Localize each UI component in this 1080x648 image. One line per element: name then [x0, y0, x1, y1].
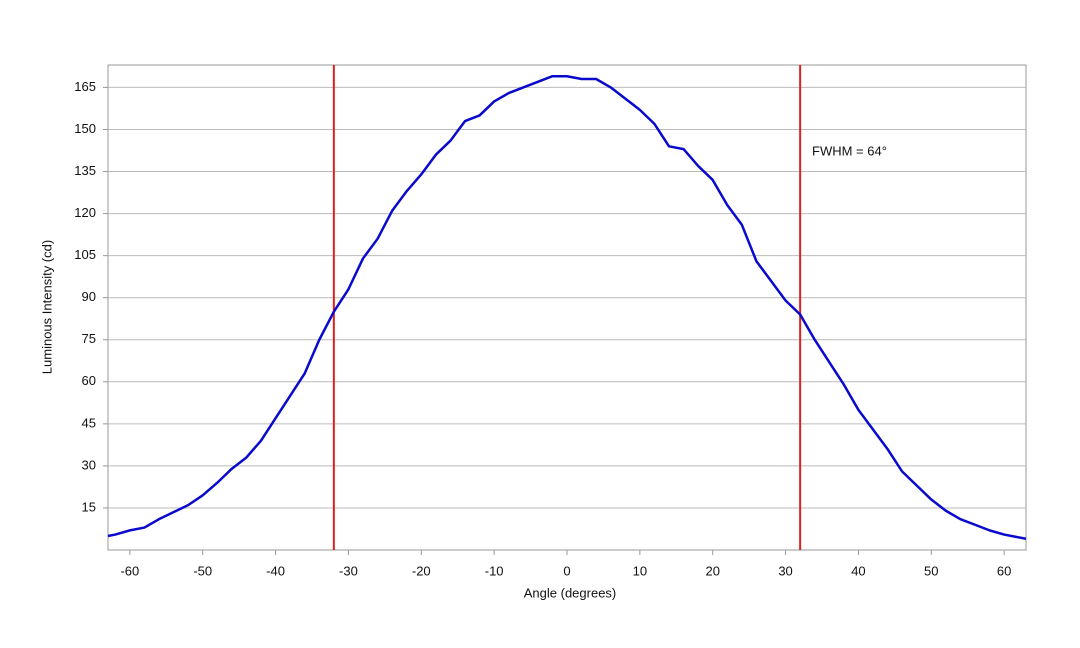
x-tick-label: 10	[633, 563, 647, 578]
y-tick-label: 150	[74, 121, 96, 136]
y-tick-label: 60	[82, 373, 96, 388]
y-tick-label: 165	[74, 79, 96, 94]
x-tick-label: -40	[266, 563, 285, 578]
data-line	[107, 74, 1027, 541]
x-tick-label: 60	[997, 563, 1011, 578]
x-tick-label: 40	[851, 563, 865, 578]
x-tick-label: 20	[705, 563, 719, 578]
y-tick-label: 105	[74, 247, 96, 262]
y-axis-label: Luminous Intensity (cd)	[39, 240, 54, 374]
x-tick-label: -30	[339, 563, 358, 578]
y-tick-label: 30	[82, 457, 96, 472]
x-axis-label: Angle (degrees)	[524, 585, 617, 600]
x-tick-label: 50	[924, 563, 938, 578]
x-tick-label: 0	[563, 563, 570, 578]
x-tick-label: -10	[485, 563, 504, 578]
x-tick-label: -50	[193, 563, 212, 578]
y-tick-label: 75	[82, 331, 96, 346]
y-tick-label: 15	[82, 499, 96, 514]
plot-frame	[107, 64, 1027, 551]
x-tick-label: -60	[120, 563, 139, 578]
x-tick-label: -20	[412, 563, 431, 578]
x-tick-label: 30	[778, 563, 792, 578]
y-tick-label: 120	[74, 205, 96, 220]
y-tick-label: 135	[74, 163, 96, 178]
y-tick-label: 90	[82, 289, 96, 304]
annotation: FWHM = 64°	[812, 143, 887, 158]
y-tick-label: 45	[82, 415, 96, 430]
